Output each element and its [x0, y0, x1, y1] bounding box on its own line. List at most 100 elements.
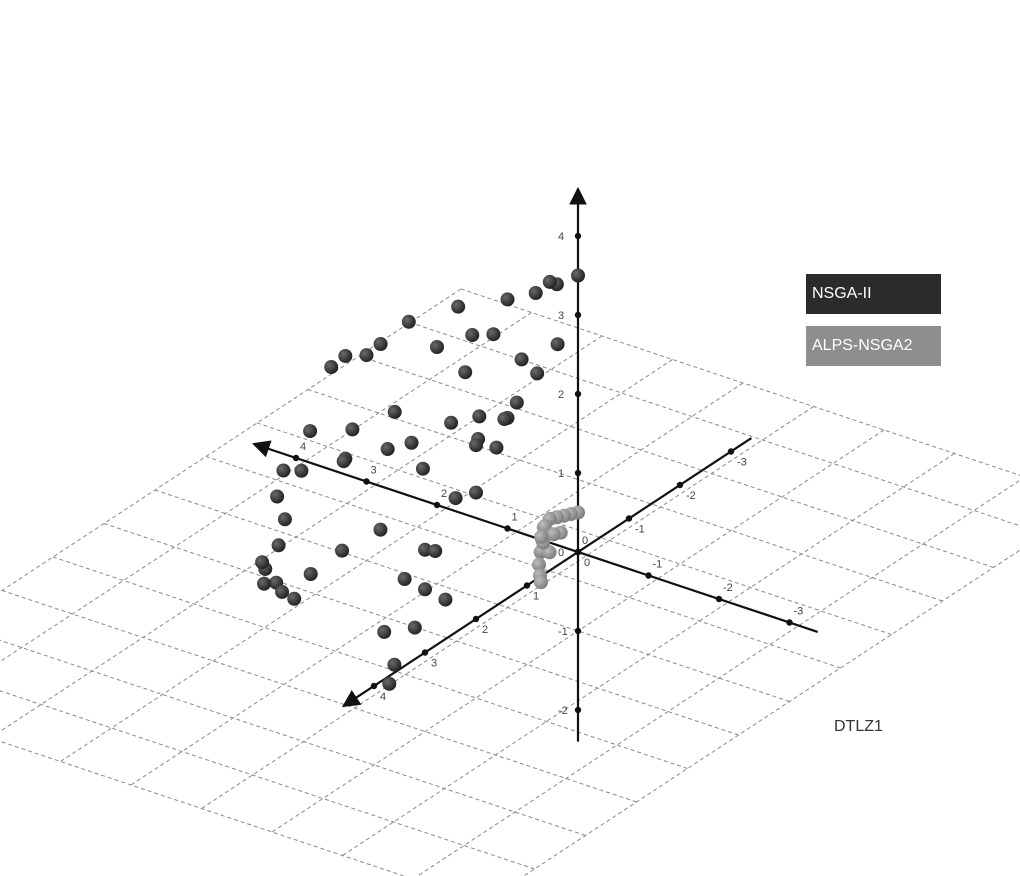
x-tick-mark: [363, 478, 370, 485]
data-point-nsga-ii: [430, 340, 444, 354]
x-tick-label: -3: [794, 606, 804, 618]
problem-label: DTLZ1: [834, 718, 883, 735]
y-tick-mark: [370, 682, 378, 690]
data-point-nsga-ii: [528, 286, 543, 300]
z-tick-mark: [574, 627, 582, 635]
x-tick-mark: [292, 454, 300, 462]
y-tick-label: 1: [533, 591, 539, 603]
grid-line: [416, 479, 1020, 876]
data-point-nsga-ii: [324, 360, 339, 375]
z-tick-mark: [574, 390, 582, 398]
data-point-alps-nsga2: [532, 557, 546, 572]
data-point-nsga-ii: [294, 463, 309, 478]
data-point-nsga-ii: [380, 442, 395, 457]
data-point-nsga-ii: [514, 352, 529, 367]
data-point-nsga-ii: [489, 440, 504, 455]
y-tick-mark: [472, 615, 480, 623]
data-point-nsga-ii: [275, 584, 290, 599]
x-tick-label: -1: [653, 559, 663, 571]
data-point-nsga-ii: [276, 463, 291, 478]
x-tick-label: -2: [723, 582, 733, 594]
legend-label: ALPS-NSGA2: [812, 337, 913, 354]
data-point-alps-nsga2: [533, 575, 548, 590]
data-point-nsga-ii: [373, 522, 388, 537]
data-point-nsga-ii: [415, 461, 430, 476]
data-point-nsga-ii: [497, 412, 512, 427]
data-point-nsga-ii: [500, 292, 515, 307]
data-point-nsga-ii: [287, 591, 302, 606]
data-point-nsga-ii: [469, 438, 483, 453]
z-tick-label: 2: [558, 389, 564, 401]
data-point-nsga-ii: [465, 328, 480, 343]
data-point-nsga-ii: [401, 314, 416, 329]
data-point-nsga-ii: [303, 424, 318, 439]
data-point-nsga-ii: [444, 415, 459, 430]
grid-line: [0, 312, 532, 663]
z-tick-label: 4: [558, 231, 564, 243]
data-point-nsga-ii: [336, 454, 351, 469]
data-point-nsga-ii: [303, 567, 318, 581]
z-tick-mark: [574, 232, 582, 240]
grid-line: [460, 288, 1020, 476]
data-point-nsga-ii: [509, 395, 524, 410]
grid-line: [0, 639, 586, 836]
data-point-nsga-ii: [377, 624, 392, 639]
z-tick-mark: [574, 548, 582, 556]
data-point-nsga-ii: [469, 485, 483, 500]
data-point-nsga-ii: [571, 268, 585, 283]
x-tick-mark: [504, 525, 511, 532]
data-point-nsga-ii: [382, 676, 397, 691]
data-point-nsga-ii: [387, 404, 402, 419]
z-tick-label: 0: [558, 547, 564, 559]
x-tick-mark: [433, 501, 441, 509]
grid-line: [0, 690, 535, 870]
data-point-nsga-ii: [448, 491, 463, 506]
grid-line: [0, 740, 406, 876]
data-point-alps-nsga2: [546, 527, 561, 542]
y-tick-label: 3: [431, 658, 437, 670]
y-tick-label: 4: [380, 691, 386, 703]
x-tick-label: 1: [512, 512, 518, 524]
legend-label: NSGA-II: [812, 285, 872, 302]
data-point-nsga-ii: [486, 327, 501, 342]
data-point-nsga-ii: [404, 435, 419, 450]
x-tick-mark: [645, 572, 652, 579]
data-point-nsga-ii: [418, 542, 432, 557]
data-point-nsga-ii: [271, 538, 286, 553]
y-tick-label: -1: [635, 524, 645, 536]
data-point-nsga-ii: [359, 348, 374, 363]
data-point-alps-nsga2: [537, 519, 552, 534]
data-point-nsga-ii: [458, 365, 473, 380]
z-tick-label: -2: [558, 705, 568, 717]
data-point-nsga-ii: [270, 489, 285, 504]
data-point-nsga-ii: [257, 576, 272, 591]
data-point-nsga-ii: [345, 422, 360, 437]
data-point-nsga-ii: [387, 657, 402, 672]
grid-line: [358, 355, 994, 568]
legend-item-alps-nsga2[interactable]: ALPS-NSGA2: [806, 326, 941, 366]
data-point-nsga-ii: [255, 555, 270, 570]
data-point-nsga-ii: [451, 299, 466, 314]
data-point-nsga-ii: [335, 543, 350, 558]
x-tick-label: 4: [300, 441, 306, 453]
grid-line: [60, 359, 673, 762]
y-tick-label: 0: [584, 557, 590, 569]
y-tick-label: -2: [686, 490, 696, 502]
grid-line: [52, 556, 688, 769]
grid-line: [154, 489, 790, 702]
data-point-nsga-ii: [418, 582, 432, 597]
x-tick-label: 3: [371, 465, 377, 477]
legend-item-nsga-ii[interactable]: NSGA-II: [806, 274, 941, 314]
data-point-nsga-ii: [407, 620, 422, 635]
y-tick-mark: [421, 649, 429, 656]
z-tick-mark: [574, 706, 582, 714]
y-tick-label: 2: [482, 624, 488, 636]
data-point-nsga-ii: [373, 337, 388, 351]
grid-line: [256, 422, 892, 635]
y-tick-mark: [676, 481, 684, 489]
data-point-alps-nsga2: [534, 529, 549, 544]
x-tick-label: 0: [582, 535, 588, 547]
data-point-nsga-ii: [472, 409, 487, 424]
grid-line: [205, 456, 841, 669]
